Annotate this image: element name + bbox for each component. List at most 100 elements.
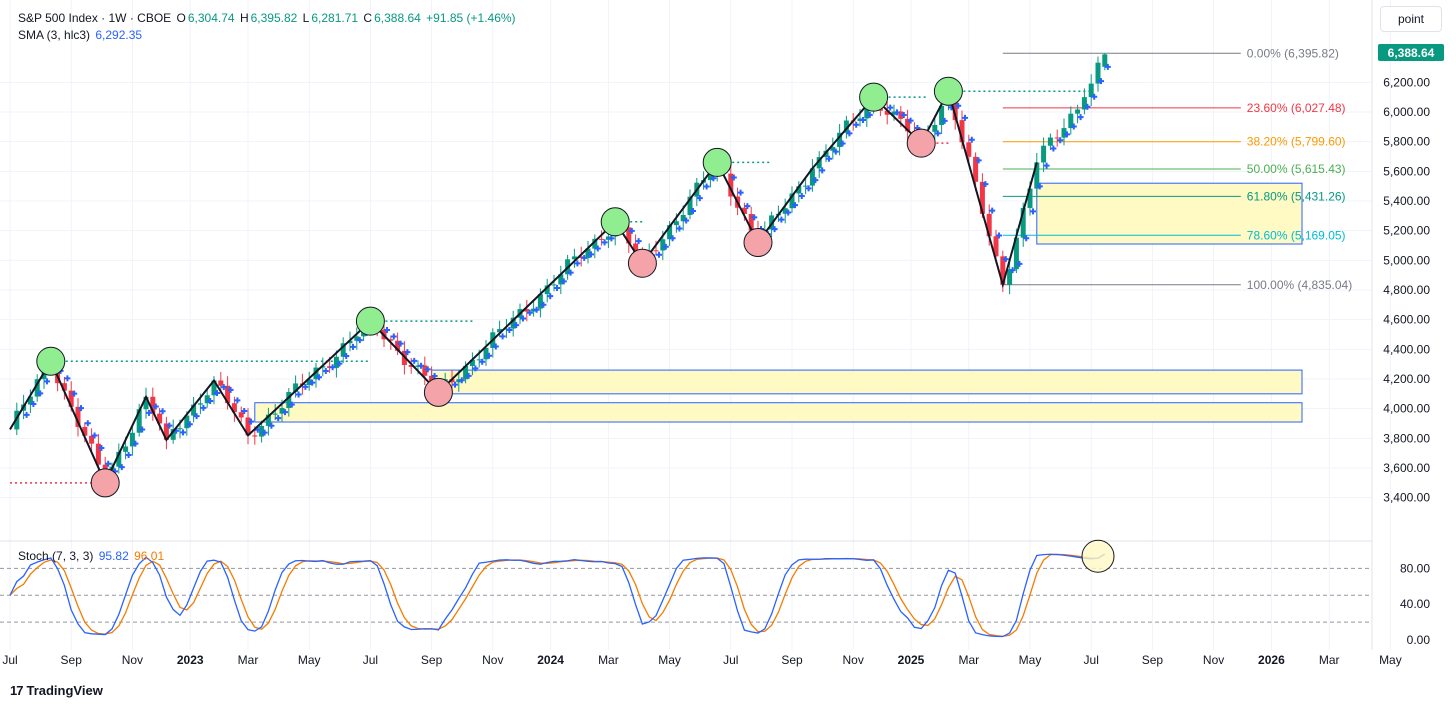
sma-marker — [554, 285, 560, 292]
candle-body — [1054, 137, 1060, 139]
candle-body — [558, 274, 564, 285]
stochastic-pane: 0.00 40.00 80.00 — [0, 539, 1430, 647]
candle-body — [592, 238, 598, 249]
sma-marker — [23, 411, 30, 418]
sma-marker — [934, 130, 941, 137]
sma-marker — [30, 400, 37, 407]
price-tick-label: 4,200.00 — [1383, 372, 1430, 386]
sma-marker — [424, 366, 431, 373]
swing-levels — [10, 90, 1092, 484]
price-tick-label: 5,200.00 — [1383, 224, 1430, 238]
candle-body — [184, 415, 190, 429]
unit-selector[interactable]: point — [1380, 6, 1442, 32]
price-tick-label: 4,000.00 — [1383, 402, 1430, 416]
sma-marker — [295, 391, 302, 398]
candle-body — [388, 339, 394, 341]
candle-body — [979, 181, 985, 214]
candle-body — [796, 186, 802, 194]
candle-body — [225, 385, 231, 404]
swing-high-circle — [355, 306, 385, 336]
legend-low-label: L — [302, 11, 310, 25]
price-tick-label: 5,600.00 — [1383, 164, 1430, 178]
time-tick-label: Nov — [122, 653, 143, 667]
candle-body — [626, 227, 632, 244]
sma-marker — [907, 117, 914, 124]
sma-marker — [1084, 103, 1091, 110]
sma-marker — [499, 333, 506, 340]
sma-marker — [254, 426, 261, 433]
sma-marker — [1030, 208, 1036, 215]
swing-low-circle — [627, 248, 657, 278]
sma-marker — [547, 293, 554, 300]
candle-body — [463, 366, 469, 380]
candle-body — [993, 236, 999, 257]
candle-body — [68, 390, 74, 407]
sma-marker — [1023, 235, 1030, 242]
candle-body — [537, 294, 543, 309]
tradingview-brand[interactable]: 17 TradingView — [10, 683, 103, 698]
sma-marker — [1064, 131, 1070, 138]
candle-body — [524, 309, 530, 312]
sma-marker — [309, 379, 316, 386]
time-tick-label: Nov — [1203, 653, 1224, 667]
price-tick-label: 3,600.00 — [1383, 461, 1430, 475]
candle-body — [1061, 128, 1067, 138]
sma-marker — [343, 352, 350, 359]
price-tick-label: 6,000.00 — [1383, 105, 1430, 119]
price-axis[interactable]: 3,400.00 3,600.00 3,800.00 4,000.00 4,200.00… — [1383, 75, 1430, 504]
fibonacci-retracement[interactable]: 0.00% (6,395.82) 23.60% (6,027.48) 38.20% … — [1002, 46, 1352, 292]
candle-body — [163, 423, 169, 440]
stoch-k-line — [9, 553, 1106, 638]
sma-marker — [744, 203, 751, 210]
stoch-tick-label: 40.00 — [1400, 597, 1430, 611]
time-tick-label: Jul — [2, 653, 17, 667]
swing-low-circle — [423, 377, 453, 407]
time-axis[interactable]: Jul Sep Nov 2023 Mar May Jul Sep Nov 2024 Mar May Ju… — [2, 653, 1401, 667]
sma-marker — [200, 404, 207, 411]
sma-marker — [275, 415, 282, 422]
price-tick-label: 4,600.00 — [1383, 313, 1430, 327]
sma-marker — [1002, 256, 1009, 263]
sma-marker — [78, 405, 84, 412]
candle-body — [932, 124, 938, 132]
brand-name: TradingView — [26, 683, 103, 698]
sma-marker — [302, 383, 309, 390]
time-tick-label: 2023 — [177, 653, 204, 667]
candle-body — [667, 225, 673, 240]
stoch-label: Stoch (7, 3, 3) — [18, 549, 94, 563]
sma-marker — [567, 269, 574, 276]
swing-high-circle — [933, 76, 963, 106]
candle-body — [395, 340, 401, 351]
sma-marker — [220, 384, 227, 391]
candle-body — [789, 193, 795, 209]
sma-marker — [778, 216, 785, 223]
candle-body — [1013, 237, 1019, 270]
sma-marker — [492, 343, 499, 350]
sma-marker — [839, 140, 846, 147]
candle-body — [803, 185, 809, 187]
candle-body — [204, 395, 210, 404]
sma-marker — [900, 112, 907, 119]
sma-marker — [506, 326, 513, 333]
sma-marker — [860, 116, 866, 123]
sma-marker — [588, 251, 594, 258]
candle-body — [864, 105, 870, 119]
sma-marker — [832, 148, 839, 155]
candle-body — [449, 379, 455, 383]
sma-marker — [520, 315, 526, 322]
legend-open-label: O — [176, 11, 186, 25]
sma-marker — [601, 239, 608, 246]
sma-legend[interactable]: SMA (3, hlc3) 6,292.35 — [18, 28, 144, 42]
sma-marker — [1009, 267, 1016, 274]
time-tick-label: Jul — [723, 653, 738, 667]
candle-body — [347, 340, 353, 344]
candle-body — [476, 359, 482, 361]
sma-marker — [628, 227, 635, 234]
stoch-legend[interactable]: Stoch (7, 3, 3) 95.82 96.01 — [18, 549, 166, 563]
sma-marker — [968, 136, 975, 143]
candle-body — [95, 443, 101, 465]
candle-body — [973, 156, 979, 182]
sma-marker — [703, 183, 710, 190]
time-tick-label: Jul — [1084, 653, 1099, 667]
